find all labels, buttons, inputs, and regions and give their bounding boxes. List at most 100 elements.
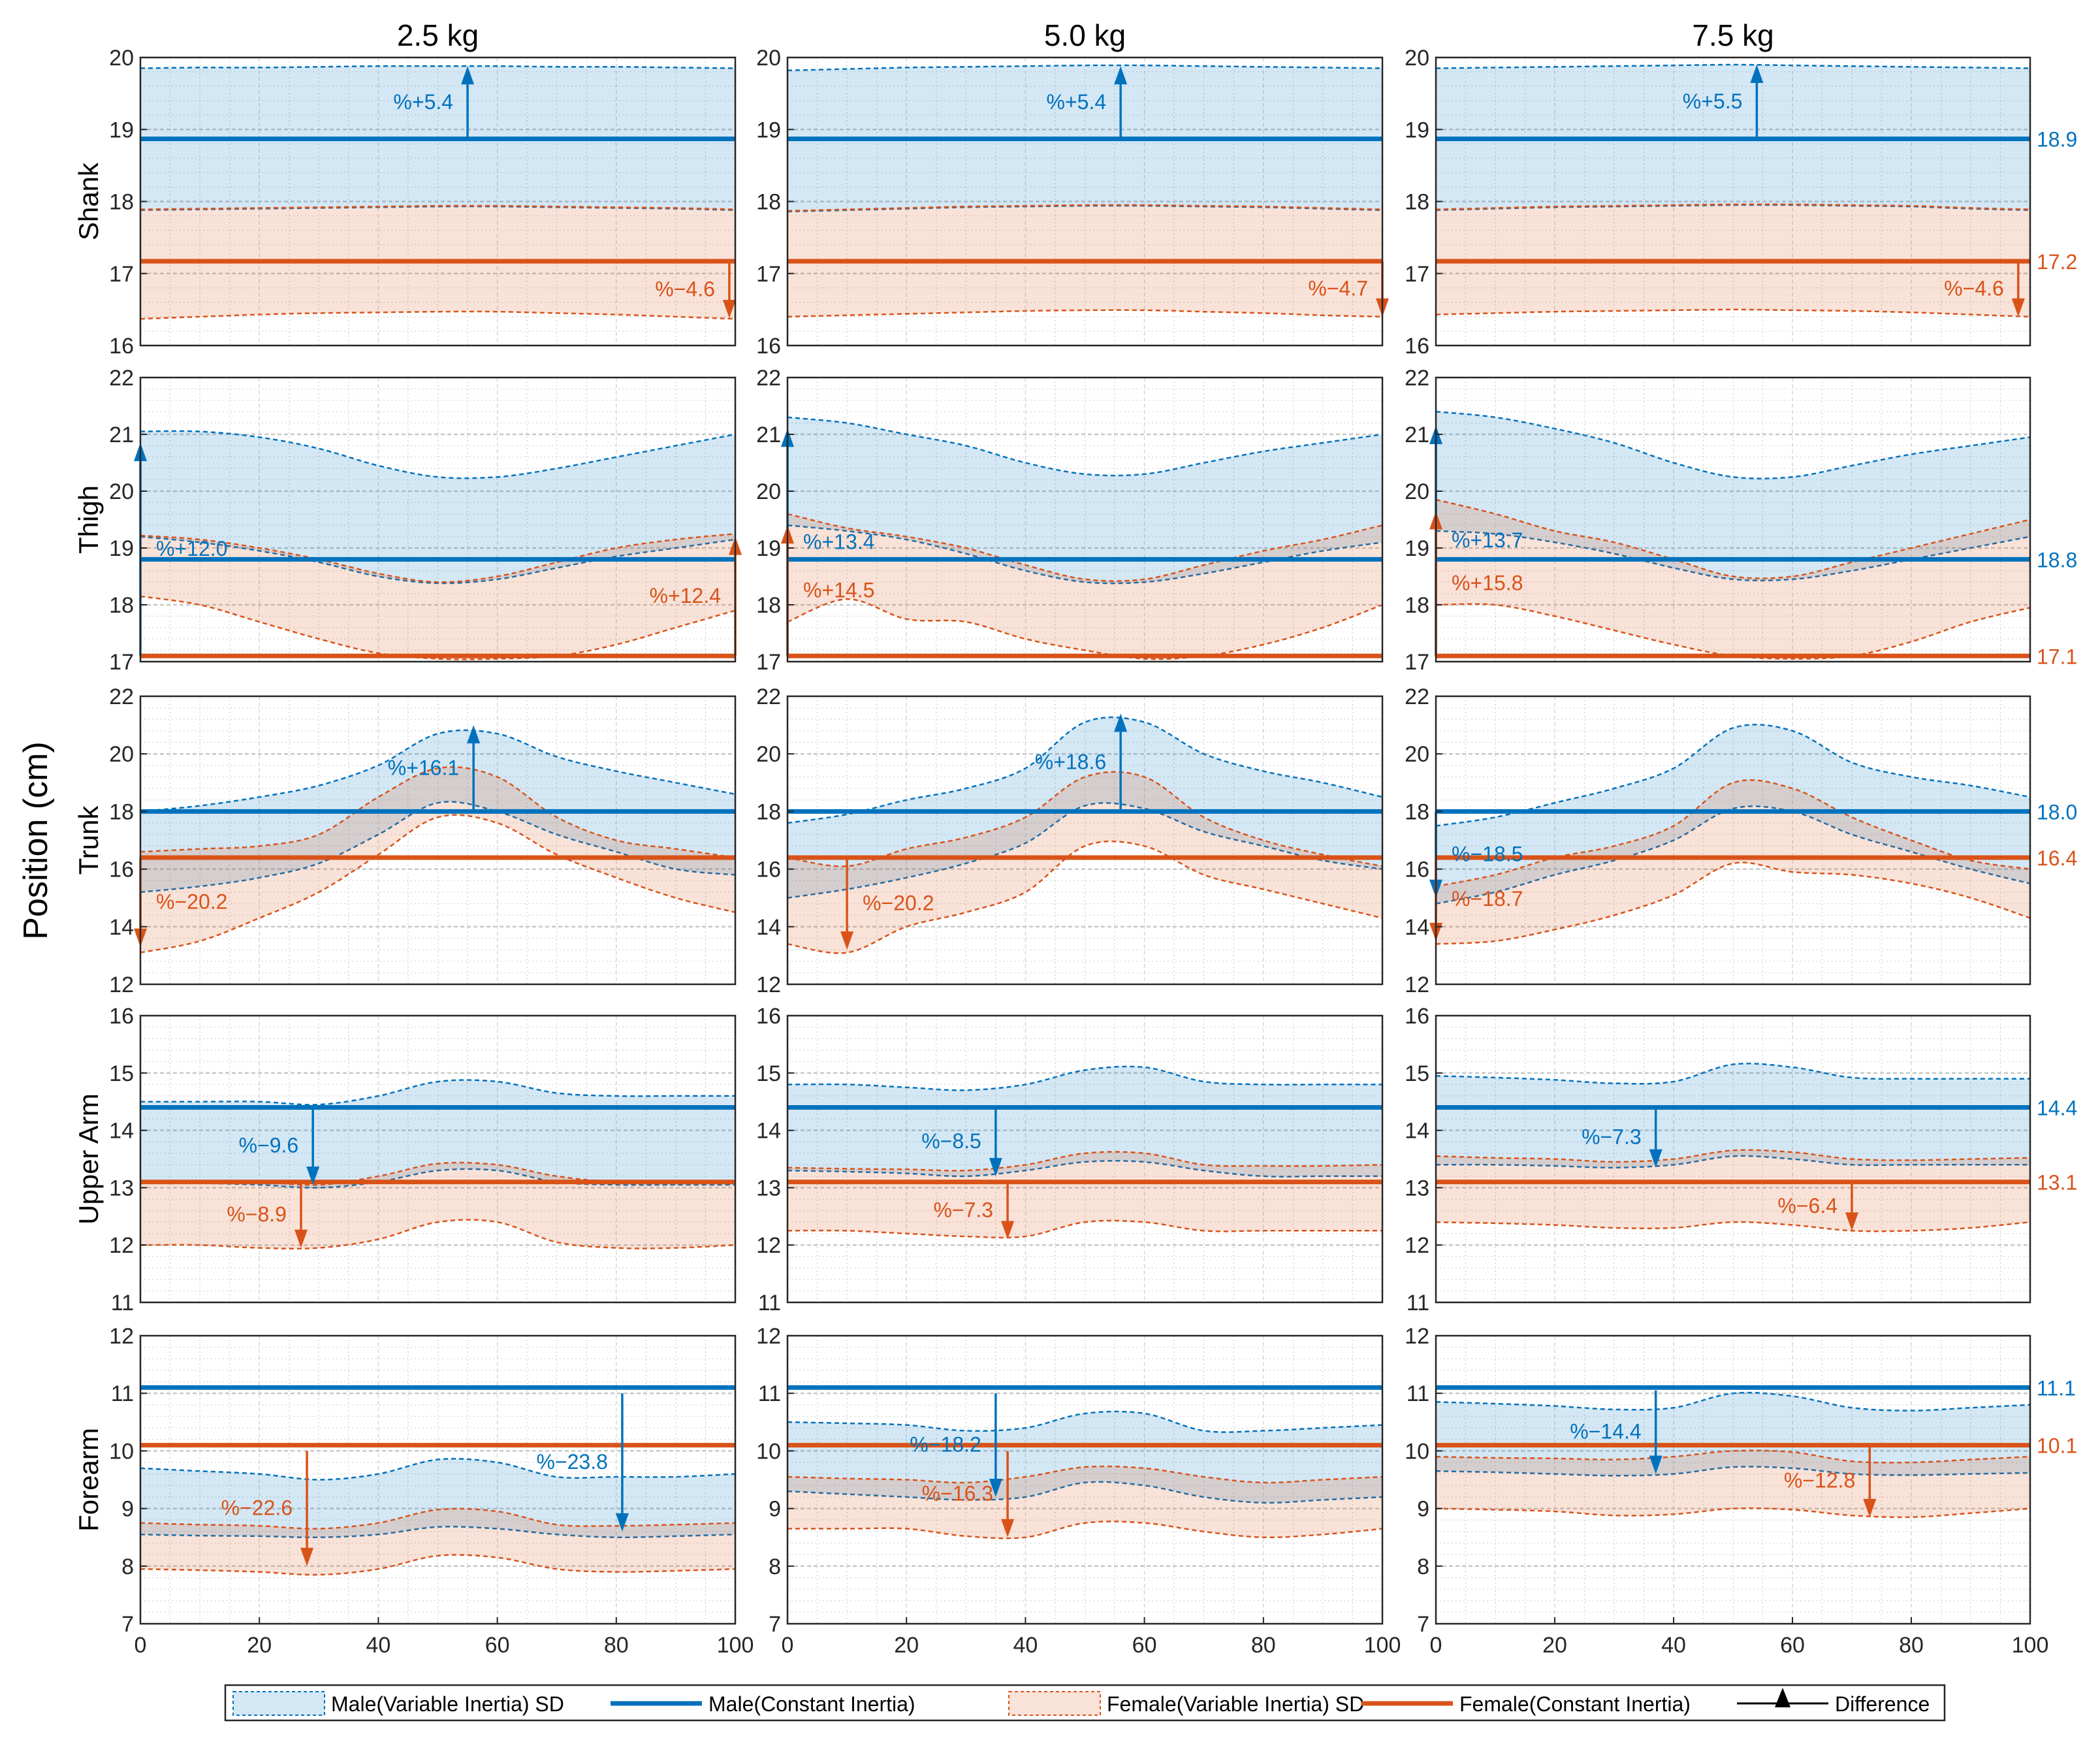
y-tick-label: 12 — [1405, 1324, 1429, 1349]
subplot: %−18.2 %−16.3 7 8 9 10 11 12 0 20 40 60 80 100 — [756, 1324, 1401, 1658]
female-constant-value-label: 17.2 — [2037, 250, 2077, 274]
subplot: %+12.0 %+12.4 17 18 19 20 21 22 — [109, 366, 742, 675]
y-tick-label: 14 — [1405, 915, 1429, 940]
y-axis-label: Position (cm) — [17, 741, 55, 939]
y-tick-label: 19 — [109, 118, 134, 142]
y-tick-label: 17 — [756, 262, 781, 287]
y-tick-label: 9 — [769, 1497, 781, 1522]
y-tick-label: 10 — [109, 1439, 134, 1464]
axes-box — [786, 376, 1384, 663]
female-sd-lower-line — [140, 1219, 736, 1250]
y-tick-label: 20 — [1405, 46, 1429, 71]
x-tick-label: 20 — [1542, 1633, 1567, 1658]
female-difference-label: %−12.8 — [1784, 1469, 1855, 1492]
y-tick-label: 15 — [109, 1061, 134, 1086]
male-arrowhead-icon — [989, 1478, 1002, 1497]
y-tick-label: 13 — [1405, 1176, 1429, 1200]
female-arrowhead-icon — [2011, 298, 2025, 317]
male-sd-upper-line — [1435, 724, 2031, 827]
y-tick-label: 19 — [109, 536, 134, 561]
y-tick-label: 9 — [1417, 1497, 1429, 1522]
x-tick-label: 100 — [717, 1633, 754, 1658]
male-sd-upper-line — [1435, 1063, 2031, 1085]
female-sd-band — [1436, 1150, 2030, 1232]
y-tick-label: 19 — [1405, 536, 1429, 561]
y-tick-label: 19 — [756, 118, 781, 142]
female-sd-band — [140, 1508, 735, 1575]
male-sd-upper-line — [787, 1410, 1383, 1433]
y-tick-label: 18 — [109, 799, 134, 824]
female-sd-band — [1436, 780, 2030, 944]
y-tick-label: 14 — [109, 1119, 134, 1144]
x-tick-label: 40 — [1661, 1633, 1686, 1658]
y-tick-label: 18 — [756, 799, 781, 824]
male-difference-label: %−7.3 — [1582, 1125, 1642, 1149]
y-tick-label: 19 — [756, 536, 781, 561]
male-sd-lower-line — [787, 1481, 1383, 1504]
axes-box — [786, 695, 1384, 986]
male-sd-lower-line — [1435, 530, 2031, 582]
x-tick-label: 20 — [894, 1633, 919, 1658]
y-tick-label: 12 — [1405, 1233, 1429, 1258]
male-difference-label: %+5.5 — [1683, 89, 1743, 113]
male-sd-band — [1436, 1063, 2030, 1168]
male-sd-legend-swatch — [232, 1691, 325, 1716]
female-difference-label: %−4.7 — [1308, 276, 1368, 300]
axes-box — [139, 695, 737, 986]
male-difference-label: %−8.5 — [921, 1129, 981, 1153]
axes-box — [1435, 1014, 2031, 1304]
male-sd-upper-line — [140, 65, 736, 69]
y-tick-label: 20 — [109, 46, 134, 71]
male-sd-upper-line — [1435, 410, 2031, 479]
male-constant-legend-label: Male(Constant Inertia) — [708, 1692, 915, 1716]
subplot: %+5.4 %−4.7 16 17 18 19 20 — [756, 46, 1389, 359]
female-sd-lower-line — [1435, 1507, 2031, 1519]
male-sd-upper-line — [140, 1458, 736, 1481]
male-sd-lower-line — [787, 802, 1383, 899]
male-sd-lower-line — [140, 1168, 735, 1189]
y-tick-label: 14 — [109, 915, 134, 940]
female-sd-upper-line — [1435, 779, 2031, 888]
y-tick-label: 18 — [1405, 190, 1429, 215]
male-constant-value-label: 18.0 — [2037, 800, 2077, 824]
row-label: Trunk — [73, 805, 104, 875]
female-sd-lower-line — [787, 598, 1383, 660]
y-tick-label: 7 — [769, 1612, 781, 1637]
y-tick-label: 12 — [756, 1233, 781, 1258]
y-tick-label: 22 — [756, 366, 781, 391]
x-tick-label: 0 — [135, 1633, 147, 1658]
male-difference-label: %−18.2 — [910, 1433, 981, 1457]
female-difference-label: %−22.6 — [221, 1496, 293, 1520]
female-sd-band — [788, 513, 1382, 660]
female-sd-lower-line — [787, 1219, 1382, 1239]
y-tick-label: 12 — [756, 973, 781, 997]
male-arrowhead-icon — [615, 1513, 629, 1532]
axes-box — [1435, 376, 2031, 663]
female-sd-upper-line — [787, 1151, 1383, 1172]
female-sd-lower-line — [1435, 862, 2031, 945]
female-sd-band — [788, 771, 1382, 954]
male-sd-lower-line — [787, 1160, 1382, 1178]
male-sd-upper-line — [140, 729, 736, 813]
female-difference-label: %−16.3 — [922, 1482, 993, 1506]
male-constant-value-label: 14.4 — [2037, 1096, 2077, 1120]
y-tick-label: 11 — [111, 1381, 134, 1406]
y-tick-label: 20 — [109, 742, 134, 767]
male-difference-label: %+13.4 — [803, 530, 874, 553]
subplot: %+5.5 %−4.6 16 17 18 19 20 18.9 17.2 — [1405, 46, 2077, 359]
male-sd-upper-line — [787, 416, 1383, 477]
y-tick-label: 17 — [756, 650, 781, 675]
y-tick-label: 16 — [1405, 334, 1429, 359]
triangle-up-icon — [1775, 1688, 1790, 1707]
y-tick-label: 21 — [109, 423, 134, 447]
y-tick-label: 12 — [109, 1324, 134, 1349]
male-arrowhead-icon — [1649, 1455, 1663, 1474]
subplot: %−8.5 %−7.3 11 12 13 14 15 16 — [756, 1004, 1384, 1315]
y-tick-label: 12 — [109, 973, 134, 997]
male-arrowhead-icon — [461, 66, 475, 85]
y-tick-label: 7 — [121, 1612, 134, 1637]
male-difference-label: %−14.4 — [1570, 1420, 1641, 1443]
female-difference-label: %+12.4 — [650, 584, 721, 607]
male-difference-label: %−18.5 — [1452, 843, 1523, 866]
